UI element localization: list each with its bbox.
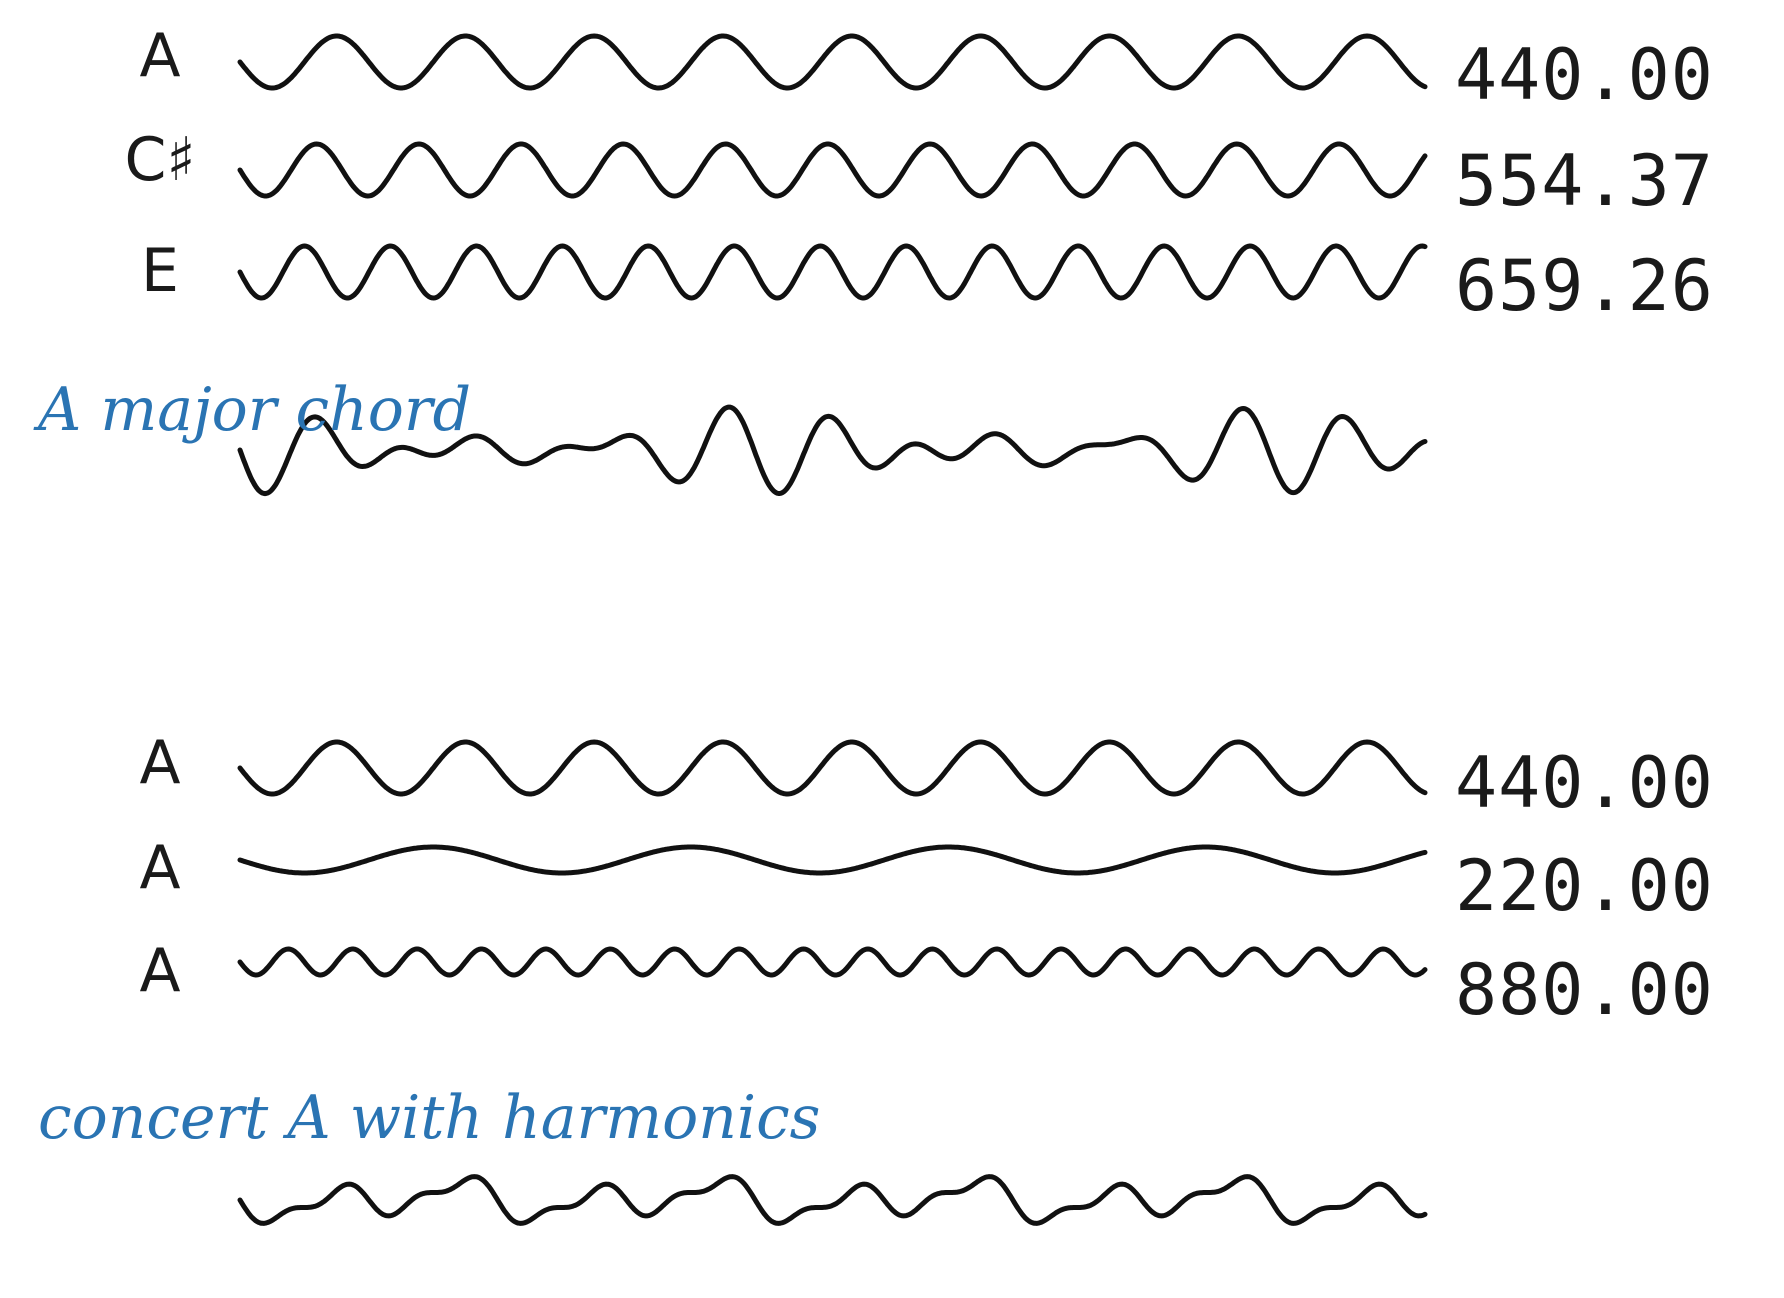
wave-e-659 <box>237 243 1428 301</box>
wave-concert-a-with-harmonics-sum <box>237 1174 1428 1226</box>
note-label-c-sharp: C♯ <box>124 125 196 195</box>
wave-a-major-chord-sum <box>237 404 1428 497</box>
wave-a-880-upper-harmonic <box>237 946 1428 978</box>
wave-c-sharp-554 <box>237 141 1428 199</box>
wave-a-440-fundamental <box>237 739 1428 797</box>
caption-concert-a-with-harmonics: concert A with harmonics <box>38 1083 821 1153</box>
note-label-e: E <box>141 236 179 306</box>
wave-a-440 <box>237 33 1428 91</box>
frequency-label-440: 440.00 <box>1455 34 1714 116</box>
frequency-label-659: 659.26 <box>1455 245 1714 327</box>
frequency-label-554: 554.37 <box>1455 140 1714 222</box>
frequency-label-220: 220.00 <box>1455 845 1714 927</box>
frequency-label-880: 880.00 <box>1455 949 1714 1031</box>
frequency-label-440-harmonic: 440.00 <box>1455 742 1714 824</box>
note-label-a: A <box>139 21 181 91</box>
caption-a-major-chord: A major chord <box>38 375 472 445</box>
wave-a-220-lower-harmonic <box>237 844 1428 876</box>
note-label-a-440: A <box>139 728 181 798</box>
note-label-a-880: A <box>139 936 181 1006</box>
note-label-a-220: A <box>139 833 181 903</box>
